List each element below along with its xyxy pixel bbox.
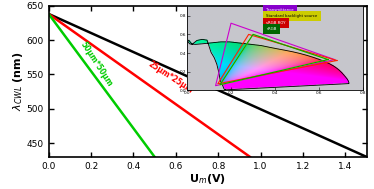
Text: 15μm*15μm: 15μm*15μm — [223, 44, 274, 71]
Y-axis label: $\lambda_{CWL}$ (nm): $\lambda_{CWL}$ (nm) — [11, 52, 25, 111]
Text: 25μm*25μm: 25μm*25μm — [146, 59, 194, 95]
Text: 50μm*50μm: 50μm*50μm — [78, 40, 114, 88]
X-axis label: U$_m$(V): U$_m$(V) — [189, 172, 226, 186]
